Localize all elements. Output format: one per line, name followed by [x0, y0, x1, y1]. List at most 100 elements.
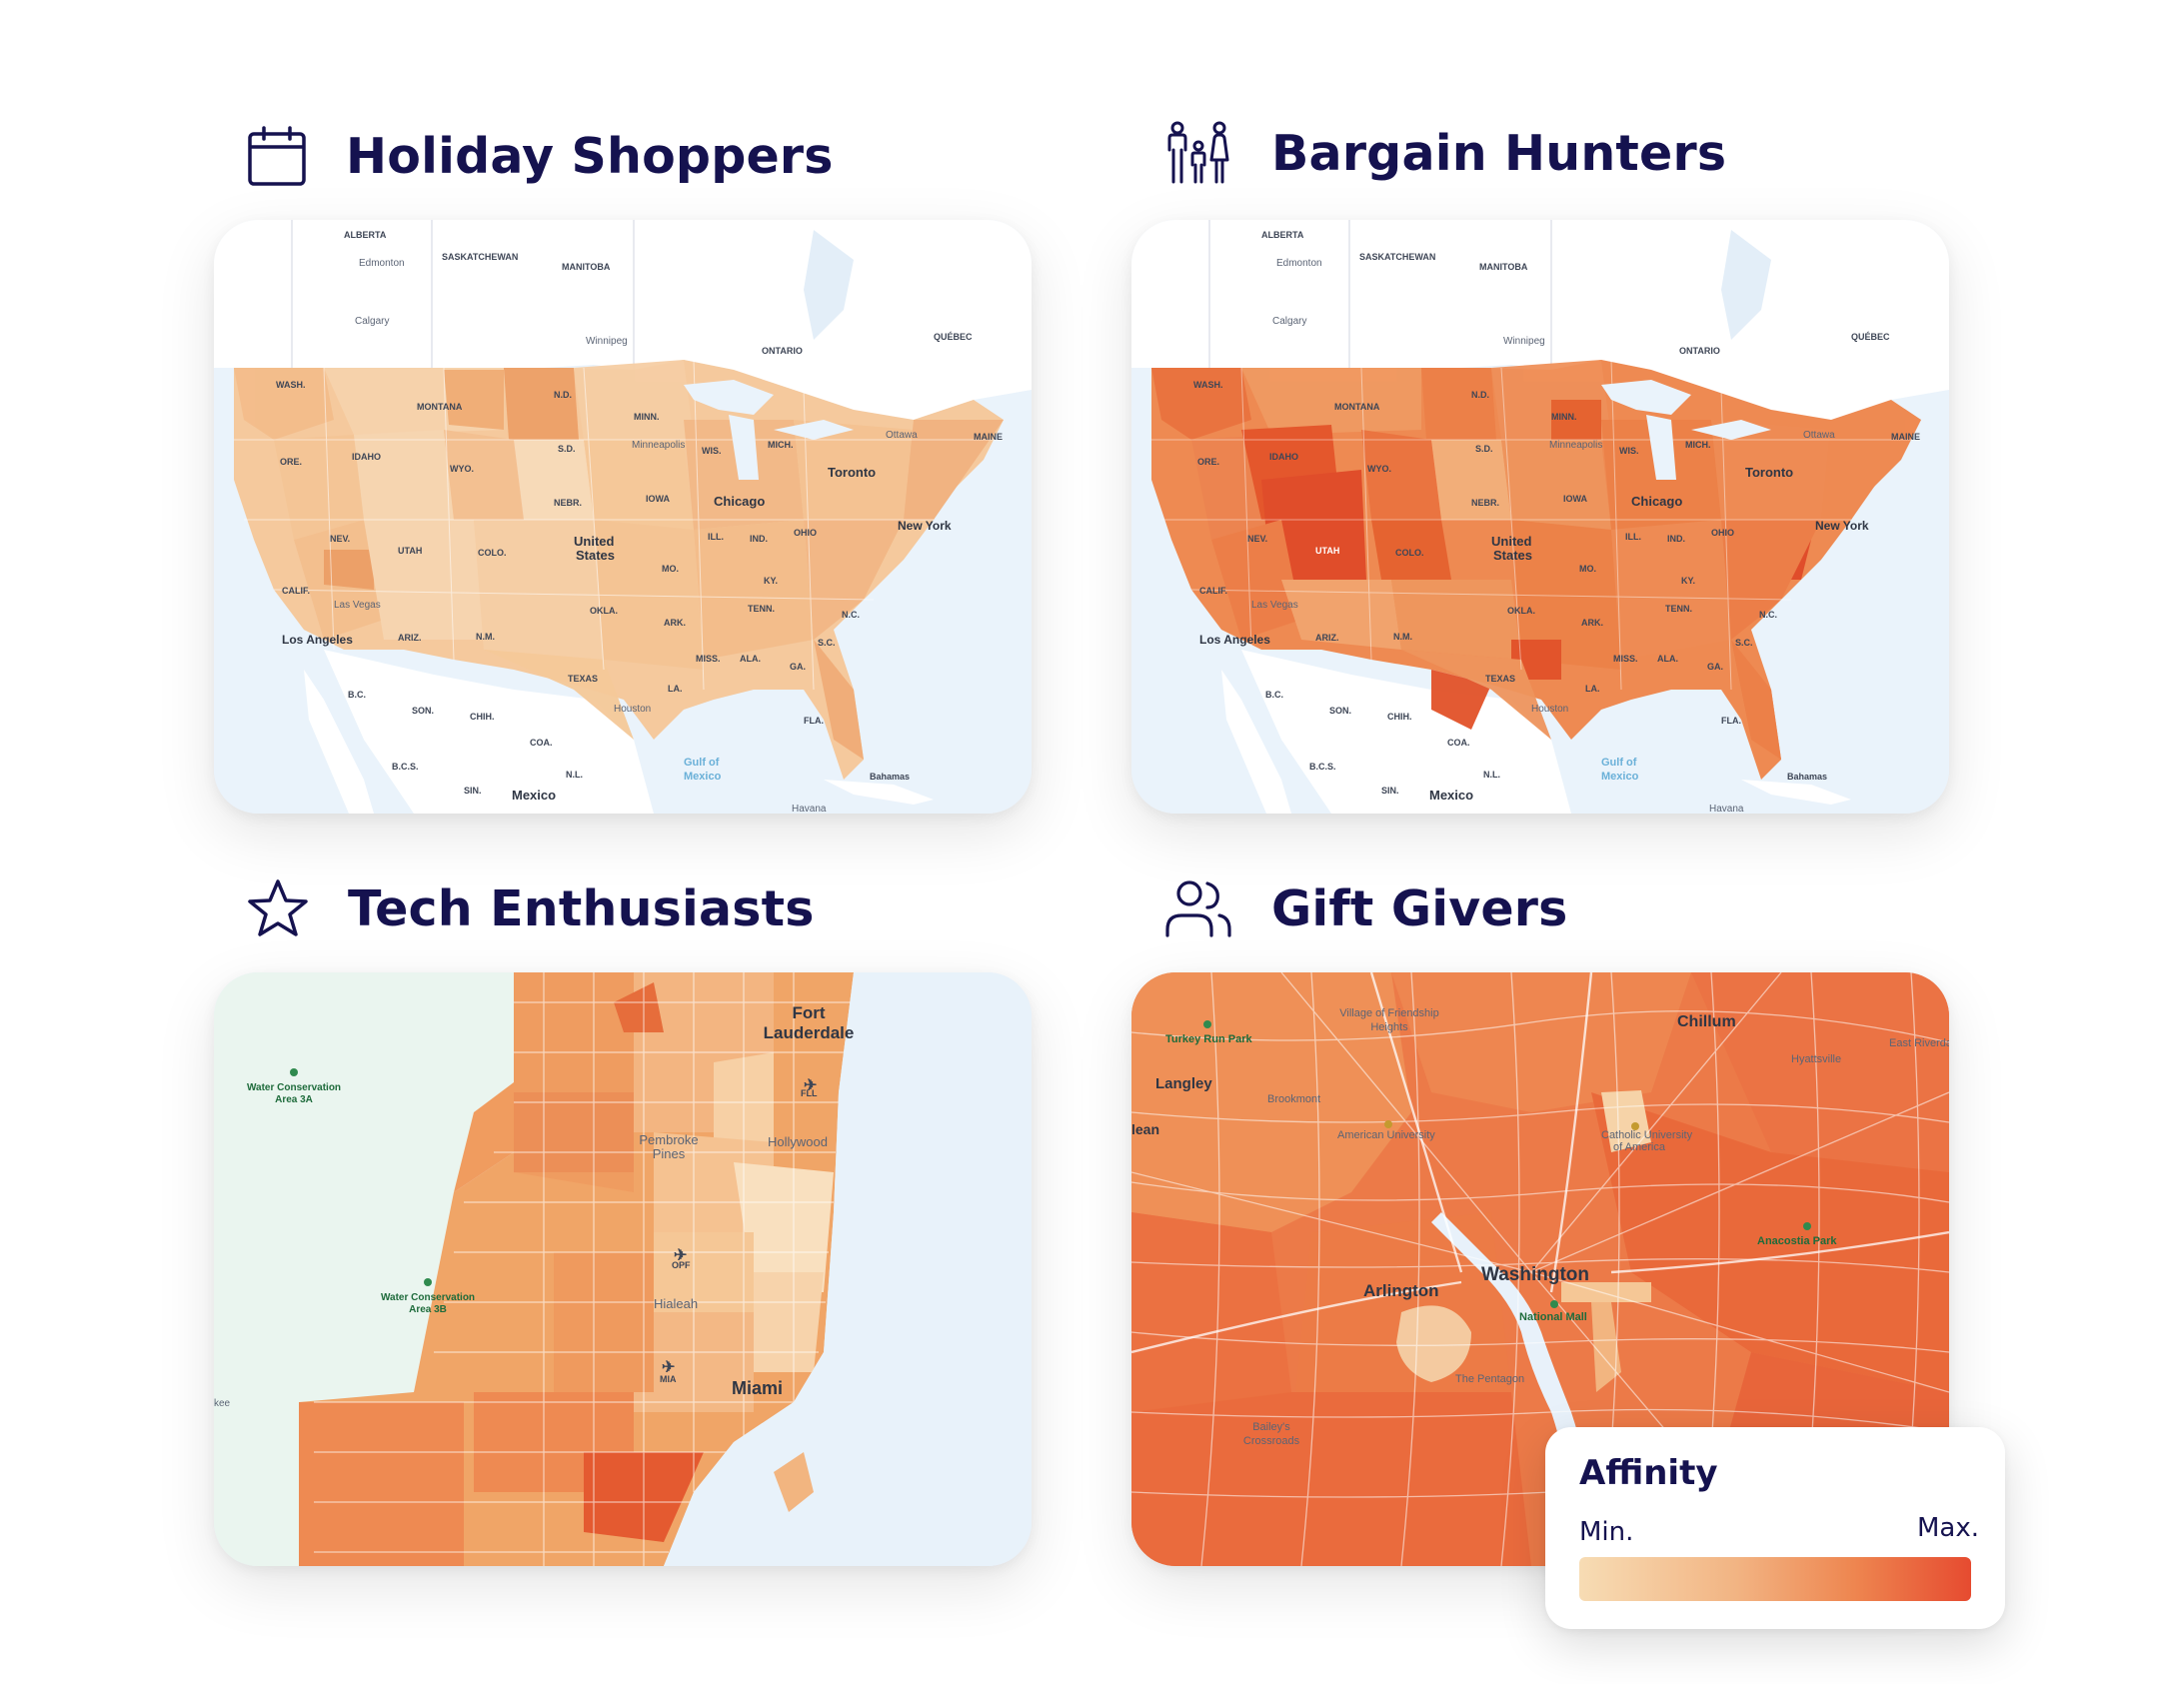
label-mo: MO. — [1579, 564, 1596, 574]
label-nev: NEV. — [1247, 534, 1267, 544]
park-marker — [1203, 1020, 1811, 1308]
park-marker — [290, 1068, 432, 1286]
label-iowa: IOWA — [646, 494, 670, 504]
label-baileys-line1: Bailey's — [1252, 1421, 1290, 1433]
label-calif: CALIF. — [282, 586, 310, 596]
label-new-york: New York — [1815, 519, 1869, 533]
label-catholic-line1: Catholic University — [1601, 1129, 1693, 1141]
label-texas: TEXAS — [568, 674, 598, 684]
label-bcs: B.C.S. — [392, 762, 419, 772]
label-ottawa: Ottawa — [886, 430, 918, 441]
label-arlington: Arlington — [1363, 1281, 1439, 1300]
label-minneapolis: Minneapolis — [632, 440, 685, 451]
label-bahamas: Bahamas — [870, 772, 910, 782]
label-friendship-line1: Village of Friendship — [1339, 1007, 1438, 1019]
label-ariz: ARIZ. — [1315, 633, 1339, 643]
label-manitoba: MANITOBA — [1479, 262, 1528, 272]
label-bc: B.C. — [348, 690, 366, 700]
label-winnipeg: Winnipeg — [586, 336, 628, 347]
label-texas: TEXAS — [1485, 674, 1515, 684]
label-ala: ALA. — [740, 654, 761, 664]
label-fla: FLA. — [804, 716, 824, 726]
label-los-angeles: Los Angeles — [282, 633, 353, 647]
label-toronto: Toronto — [828, 465, 876, 480]
label-colo: COLO. — [1395, 548, 1424, 558]
label-wca3a-line2: Area 3A — [275, 1094, 313, 1105]
label-manitoba: MANITOBA — [562, 262, 611, 272]
label-wash: WASH. — [276, 380, 306, 390]
legend-min-label: Min. — [1579, 1517, 1634, 1547]
panel-header-holiday-shoppers: Holiday Shoppers — [246, 125, 834, 187]
label-east-riverdale: East Riverda — [1889, 1037, 1949, 1049]
label-chicago: Chicago — [714, 494, 765, 509]
label-maine: MAINE — [1891, 432, 1920, 442]
label-us-line1: United — [1491, 534, 1532, 549]
panel-header-bargain-hunters: Bargain Hunters — [1163, 120, 1726, 186]
label-nc: N.C. — [1759, 610, 1777, 620]
label-wash: WASH. — [1193, 380, 1223, 390]
label-us-line2: States — [1493, 548, 1532, 563]
label-toronto: Toronto — [1745, 465, 1793, 480]
label-wis: WIS. — [1619, 446, 1639, 456]
label-wyo: WYO. — [450, 464, 474, 474]
label-utah: UTAH — [1315, 546, 1339, 556]
label-hollywood: Hollywood — [768, 1134, 828, 1149]
label-chicago: Chicago — [1631, 494, 1682, 509]
label-idaho: IDAHO — [1269, 452, 1298, 462]
airport-icon: ✈ — [674, 1247, 687, 1264]
label-ore: ORE. — [280, 457, 302, 467]
label-ind: IND. — [750, 534, 768, 544]
label-sin: SIN. — [464, 786, 482, 796]
label-sd: S.D. — [558, 444, 576, 454]
label-edmonton: Edmonton — [1276, 258, 1322, 269]
label-ark: ARK. — [664, 618, 686, 628]
label-wca3a-line1: Water Conservation — [247, 1082, 341, 1093]
label-nev: NEV. — [330, 534, 350, 544]
label-fort-lauderdale-line2: Lauderdale — [764, 1023, 855, 1042]
legend-title: Affinity — [1579, 1453, 1718, 1493]
label-alberta: ALBERTA — [344, 230, 387, 240]
label-los-angeles: Los Angeles — [1199, 633, 1270, 647]
label-las-vegas: Las Vegas — [334, 600, 381, 611]
label-miss: MISS. — [1613, 654, 1638, 664]
label-maine: MAINE — [974, 432, 1003, 442]
label-bcs: B.C.S. — [1309, 762, 1336, 772]
label-coa: COA. — [530, 738, 553, 748]
label-nebr: NEBR. — [554, 498, 582, 508]
label-nc: N.C. — [842, 610, 860, 620]
label-iowa: IOWA — [1563, 494, 1587, 504]
label-catholic-line2: of America — [1613, 1141, 1666, 1153]
label-calgary: Calgary — [355, 316, 389, 327]
label-colo: COLO. — [478, 548, 507, 558]
label-minneapolis: Minneapolis — [1549, 440, 1602, 451]
label-minn: MINN. — [634, 412, 660, 422]
label-winnipeg: Winnipeg — [1503, 336, 1545, 347]
map-bargain-hunters[interactable]: ALBERTA Edmonton SASKATCHEWAN MANITOBA C… — [1131, 220, 1949, 814]
label-chih: CHIH. — [1387, 712, 1412, 722]
label-calif: CALIF. — [1199, 586, 1227, 596]
label-sc: S.C. — [818, 638, 836, 648]
legend-max-label: Max. — [1916, 1513, 1979, 1543]
label-ariz: ARIZ. — [398, 633, 422, 643]
label-gulf-line1: Gulf of — [684, 757, 720, 769]
label-nl: N.L. — [1483, 770, 1500, 780]
label-la: LA. — [668, 684, 683, 694]
label-okla: OKLA. — [1507, 606, 1535, 616]
calendar-icon — [248, 126, 306, 186]
label-ontario: ONTARIO — [1679, 346, 1720, 356]
us-choropleth-map: ALBERTA Edmonton SASKATCHEWAN MANITOBA C… — [214, 220, 1032, 814]
label-nm: N.M. — [1393, 632, 1412, 642]
label-nd: N.D. — [554, 390, 572, 400]
label-hyattsville: Hyattsville — [1791, 1053, 1841, 1065]
label-mich: MICH. — [768, 440, 794, 450]
label-ore: ORE. — [1197, 457, 1219, 467]
label-gulf-line2: Mexico — [1601, 771, 1639, 783]
label-son: SON. — [412, 706, 434, 716]
map-tech-enthusiasts[interactable]: Water Conservation Area 3A Water Conserv… — [214, 972, 1032, 1566]
panel-title: Gift Givers — [1271, 879, 1568, 937]
label-havana: Havana — [792, 804, 827, 814]
label-ga: GA. — [1707, 662, 1723, 672]
label-edmonton: Edmonton — [359, 258, 405, 269]
map-holiday-shoppers[interactable]: ALBERTA Edmonton SASKATCHEWAN MANITOBA C… — [214, 220, 1032, 814]
label-wis: WIS. — [702, 446, 722, 456]
